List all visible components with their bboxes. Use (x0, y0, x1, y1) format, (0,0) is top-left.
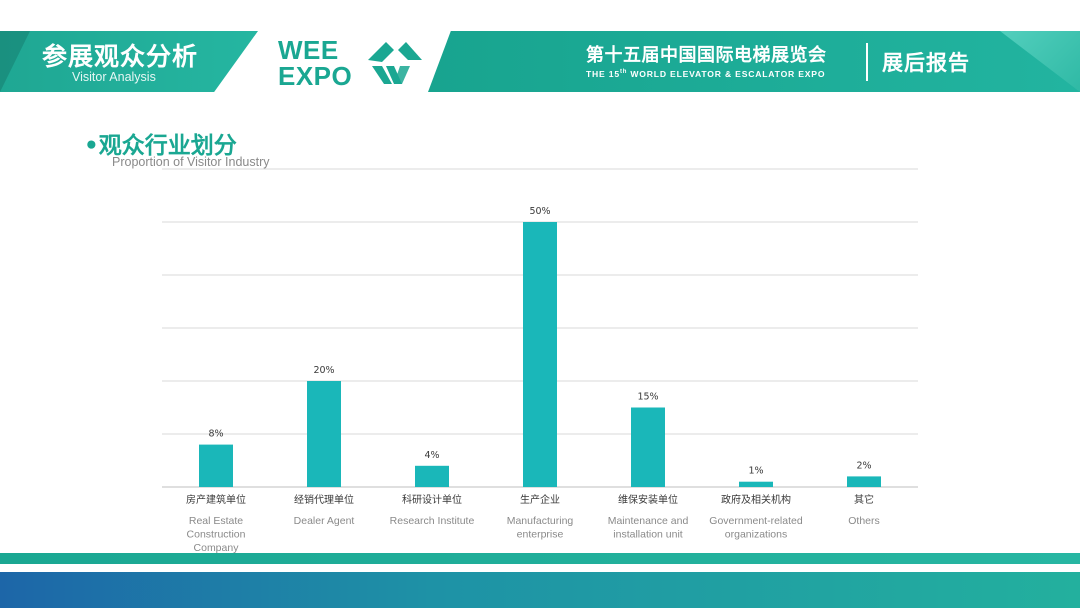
header-left-panel (0, 31, 258, 92)
bars (199, 222, 881, 487)
x-tick-label: 科研设计单位 (402, 493, 462, 506)
x-tick-label: 政府及相关机构 (721, 493, 791, 506)
x-tick-label-en: Dealer Agent (294, 515, 355, 527)
chart-title: •观众行业划分 (84, 133, 237, 159)
bar (847, 476, 881, 487)
x-tick-label-en: organizations (725, 529, 787, 541)
event-title-en-prefix: THE 15 (586, 69, 620, 79)
x-tick-label: 经销代理单位 (294, 493, 354, 506)
x-tick-label-en: enterprise (517, 529, 564, 541)
event-title-en-suffix: WORLD ELEVATOR & ESCALATOR EXPO (627, 69, 826, 79)
x-tick-label: 其它 (854, 493, 874, 506)
data-label: 15% (637, 392, 658, 403)
x-tick-label-en: Manufacturing (507, 515, 574, 527)
event-title-cn: 第十五届中国国际电梯展览会 (586, 45, 827, 66)
report-label: 展后报告 (882, 51, 970, 75)
wee-expo-logo: WEE EXPO (278, 35, 428, 91)
x-tick-label-en: Real Estate (189, 515, 243, 527)
logo-mark-icon (368, 42, 422, 84)
logo-text-line2: EXPO (278, 61, 353, 91)
header-band: 参展观众分析 Visitor Analysis WEE EXPO 第十五届中国国… (0, 31, 1080, 92)
header-divider (866, 43, 868, 81)
data-label: 8% (208, 429, 223, 440)
section-title-cn: 参展观众分析 (42, 42, 199, 71)
x-tick-label-en: Government-related (709, 515, 803, 527)
data-label: 20% (313, 365, 334, 376)
x-tick-label-en: Construction (187, 529, 246, 541)
data-label: 50% (529, 206, 550, 217)
footer-band-top (0, 553, 1080, 564)
x-tick-label: 生产企业 (520, 493, 560, 506)
chart-subtitle: Proportion of Visitor Industry (112, 155, 270, 169)
bar (307, 381, 341, 487)
logo-text-line1: WEE (278, 35, 339, 65)
event-title-en: THE 15th WORLD ELEVATOR & ESCALATOR EXPO (586, 69, 825, 79)
x-tick-label: 房产建筑单位 (186, 493, 246, 506)
data-label: 1% (748, 466, 763, 477)
x-tick-label-en: Company (194, 542, 240, 554)
bar (415, 465, 449, 487)
bar (523, 222, 557, 487)
event-title-en-sup: th (619, 69, 628, 76)
data-label: 4% (424, 450, 439, 461)
x-tick-label-en: Others (848, 515, 880, 527)
header-right-panel (428, 31, 1080, 92)
bar (631, 407, 665, 487)
x-tick-label-en: installation unit (613, 529, 683, 541)
bar (199, 444, 233, 487)
data-label: 2% (856, 460, 871, 471)
section-title-en: Visitor Analysis (72, 70, 156, 84)
x-tick-label-en: Research Institute (390, 515, 475, 527)
x-tick-label-en: Maintenance and (608, 515, 689, 527)
bar (739, 481, 773, 487)
x-tick-label: 维保安装单位 (618, 493, 678, 506)
footer-band-bottom (0, 572, 1080, 608)
